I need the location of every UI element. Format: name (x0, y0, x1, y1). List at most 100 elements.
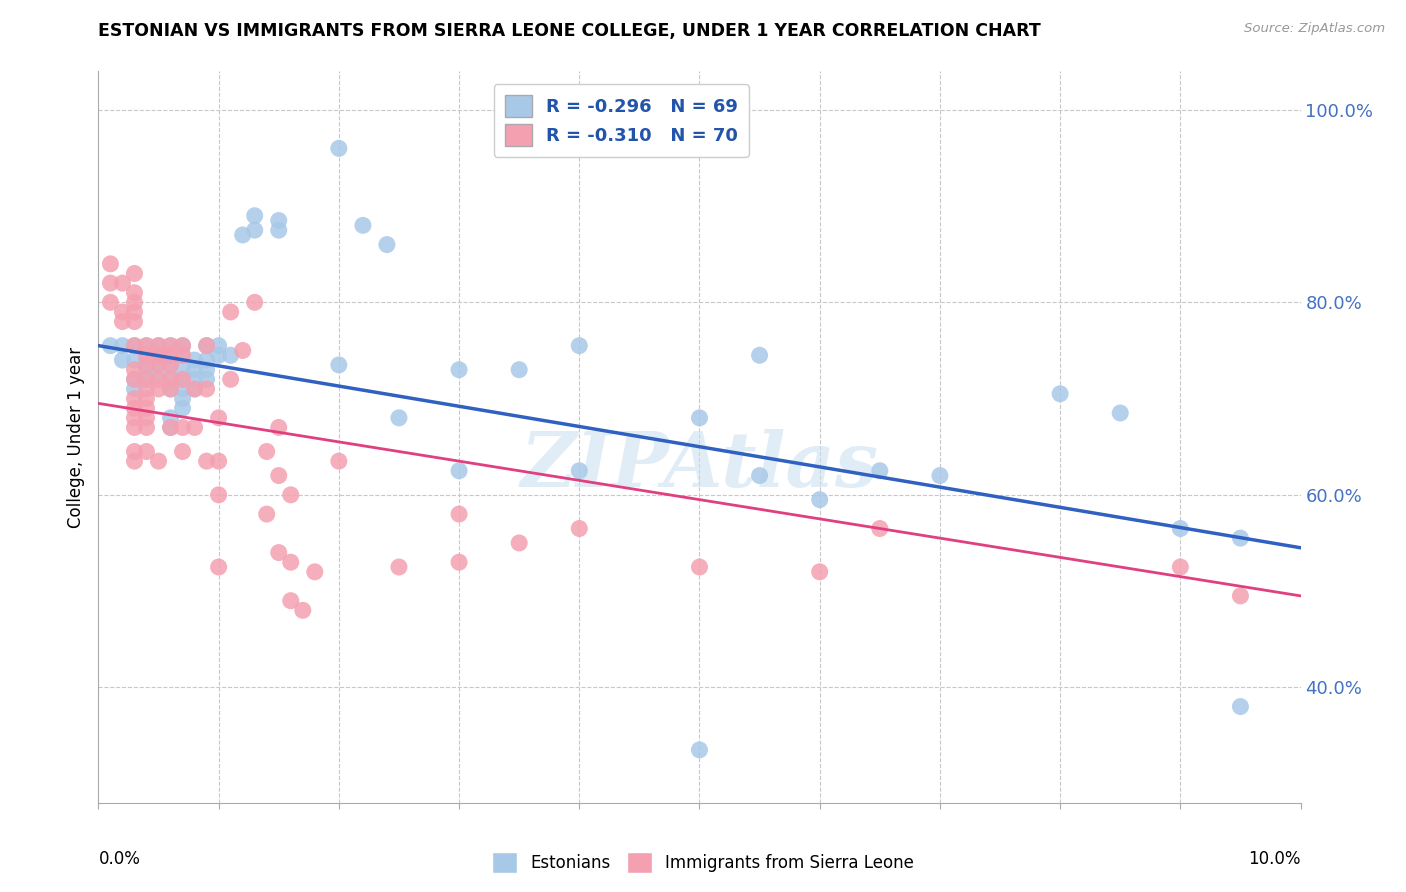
Point (808, 565, 831, 579)
Point (1229, 699, 1251, 714)
Point (869, 464, 891, 478)
Point (159, 420, 181, 434)
Point (1170, 521, 1192, 535)
Point (148, 339, 170, 353)
Point (267, 468, 290, 483)
Point (808, 492, 831, 507)
Point (195, 339, 218, 353)
Point (135, 358, 157, 372)
Point (328, 141, 350, 155)
Point (689, 743, 711, 757)
Point (1049, 386, 1071, 401)
Point (1109, 406, 1132, 420)
Point (100, 257, 122, 271)
Point (135, 372, 157, 386)
Point (388, 410, 411, 425)
Point (172, 401, 194, 416)
Point (172, 339, 194, 353)
Point (148, 358, 170, 372)
Y-axis label: College, Under 1 year: College, Under 1 year (67, 346, 86, 528)
Point (135, 353, 157, 368)
Point (232, 343, 254, 358)
Point (195, 454, 218, 468)
Point (328, 358, 350, 372)
Point (100, 295, 122, 310)
Text: 10.0%: 10.0% (1249, 850, 1301, 868)
Point (135, 420, 157, 434)
Point (929, 468, 952, 483)
Point (208, 454, 231, 468)
Point (195, 382, 218, 396)
Point (243, 209, 266, 223)
Point (124, 372, 146, 386)
Point (135, 401, 157, 416)
Point (208, 410, 231, 425)
Point (689, 410, 711, 425)
Point (159, 339, 181, 353)
Point (183, 382, 205, 396)
Point (183, 362, 205, 376)
Point (172, 339, 194, 353)
Point (352, 219, 374, 233)
Point (100, 339, 122, 353)
Point (100, 276, 122, 290)
Point (135, 362, 157, 376)
Point (267, 213, 290, 227)
Legend: Estonians, Immigrants from Sierra Leone: Estonians, Immigrants from Sierra Leone (485, 846, 921, 880)
Point (172, 420, 194, 434)
Point (208, 339, 231, 353)
Point (172, 382, 194, 396)
Legend: R = -0.296   N = 69, R = -0.310   N = 70: R = -0.296 N = 69, R = -0.310 N = 70 (494, 84, 749, 157)
Point (111, 315, 134, 329)
Point (267, 545, 290, 559)
Point (304, 565, 326, 579)
Point (124, 410, 146, 425)
Point (267, 420, 290, 434)
Point (375, 237, 398, 252)
Point (111, 339, 134, 353)
Point (135, 410, 157, 425)
Point (124, 444, 146, 458)
Point (159, 382, 181, 396)
Point (124, 295, 146, 310)
Point (256, 444, 278, 458)
Point (195, 372, 218, 386)
Point (172, 392, 194, 406)
Point (124, 401, 146, 416)
Point (159, 372, 181, 386)
Point (1170, 560, 1192, 574)
Point (159, 339, 181, 353)
Point (243, 295, 266, 310)
Text: Source: ZipAtlas.com: Source: ZipAtlas.com (1244, 22, 1385, 36)
Point (124, 454, 146, 468)
Point (135, 339, 157, 353)
Point (208, 348, 231, 362)
Point (267, 223, 290, 237)
Point (280, 555, 302, 569)
Text: ZIPAtlas: ZIPAtlas (520, 429, 879, 503)
Point (124, 315, 146, 329)
Point (111, 276, 134, 290)
Point (124, 372, 146, 386)
Point (172, 362, 194, 376)
Point (124, 392, 146, 406)
Point (172, 372, 194, 386)
Point (124, 339, 146, 353)
Point (159, 382, 181, 396)
Point (172, 372, 194, 386)
Point (447, 555, 470, 569)
Point (447, 464, 470, 478)
Point (328, 454, 350, 468)
Point (135, 382, 157, 396)
Point (508, 362, 530, 376)
Point (124, 362, 146, 376)
Point (148, 454, 170, 468)
Point (1229, 531, 1251, 545)
Point (232, 227, 254, 242)
Point (159, 358, 181, 372)
Point (159, 358, 181, 372)
Point (135, 392, 157, 406)
Point (159, 348, 181, 362)
Point (111, 353, 134, 368)
Point (689, 560, 711, 574)
